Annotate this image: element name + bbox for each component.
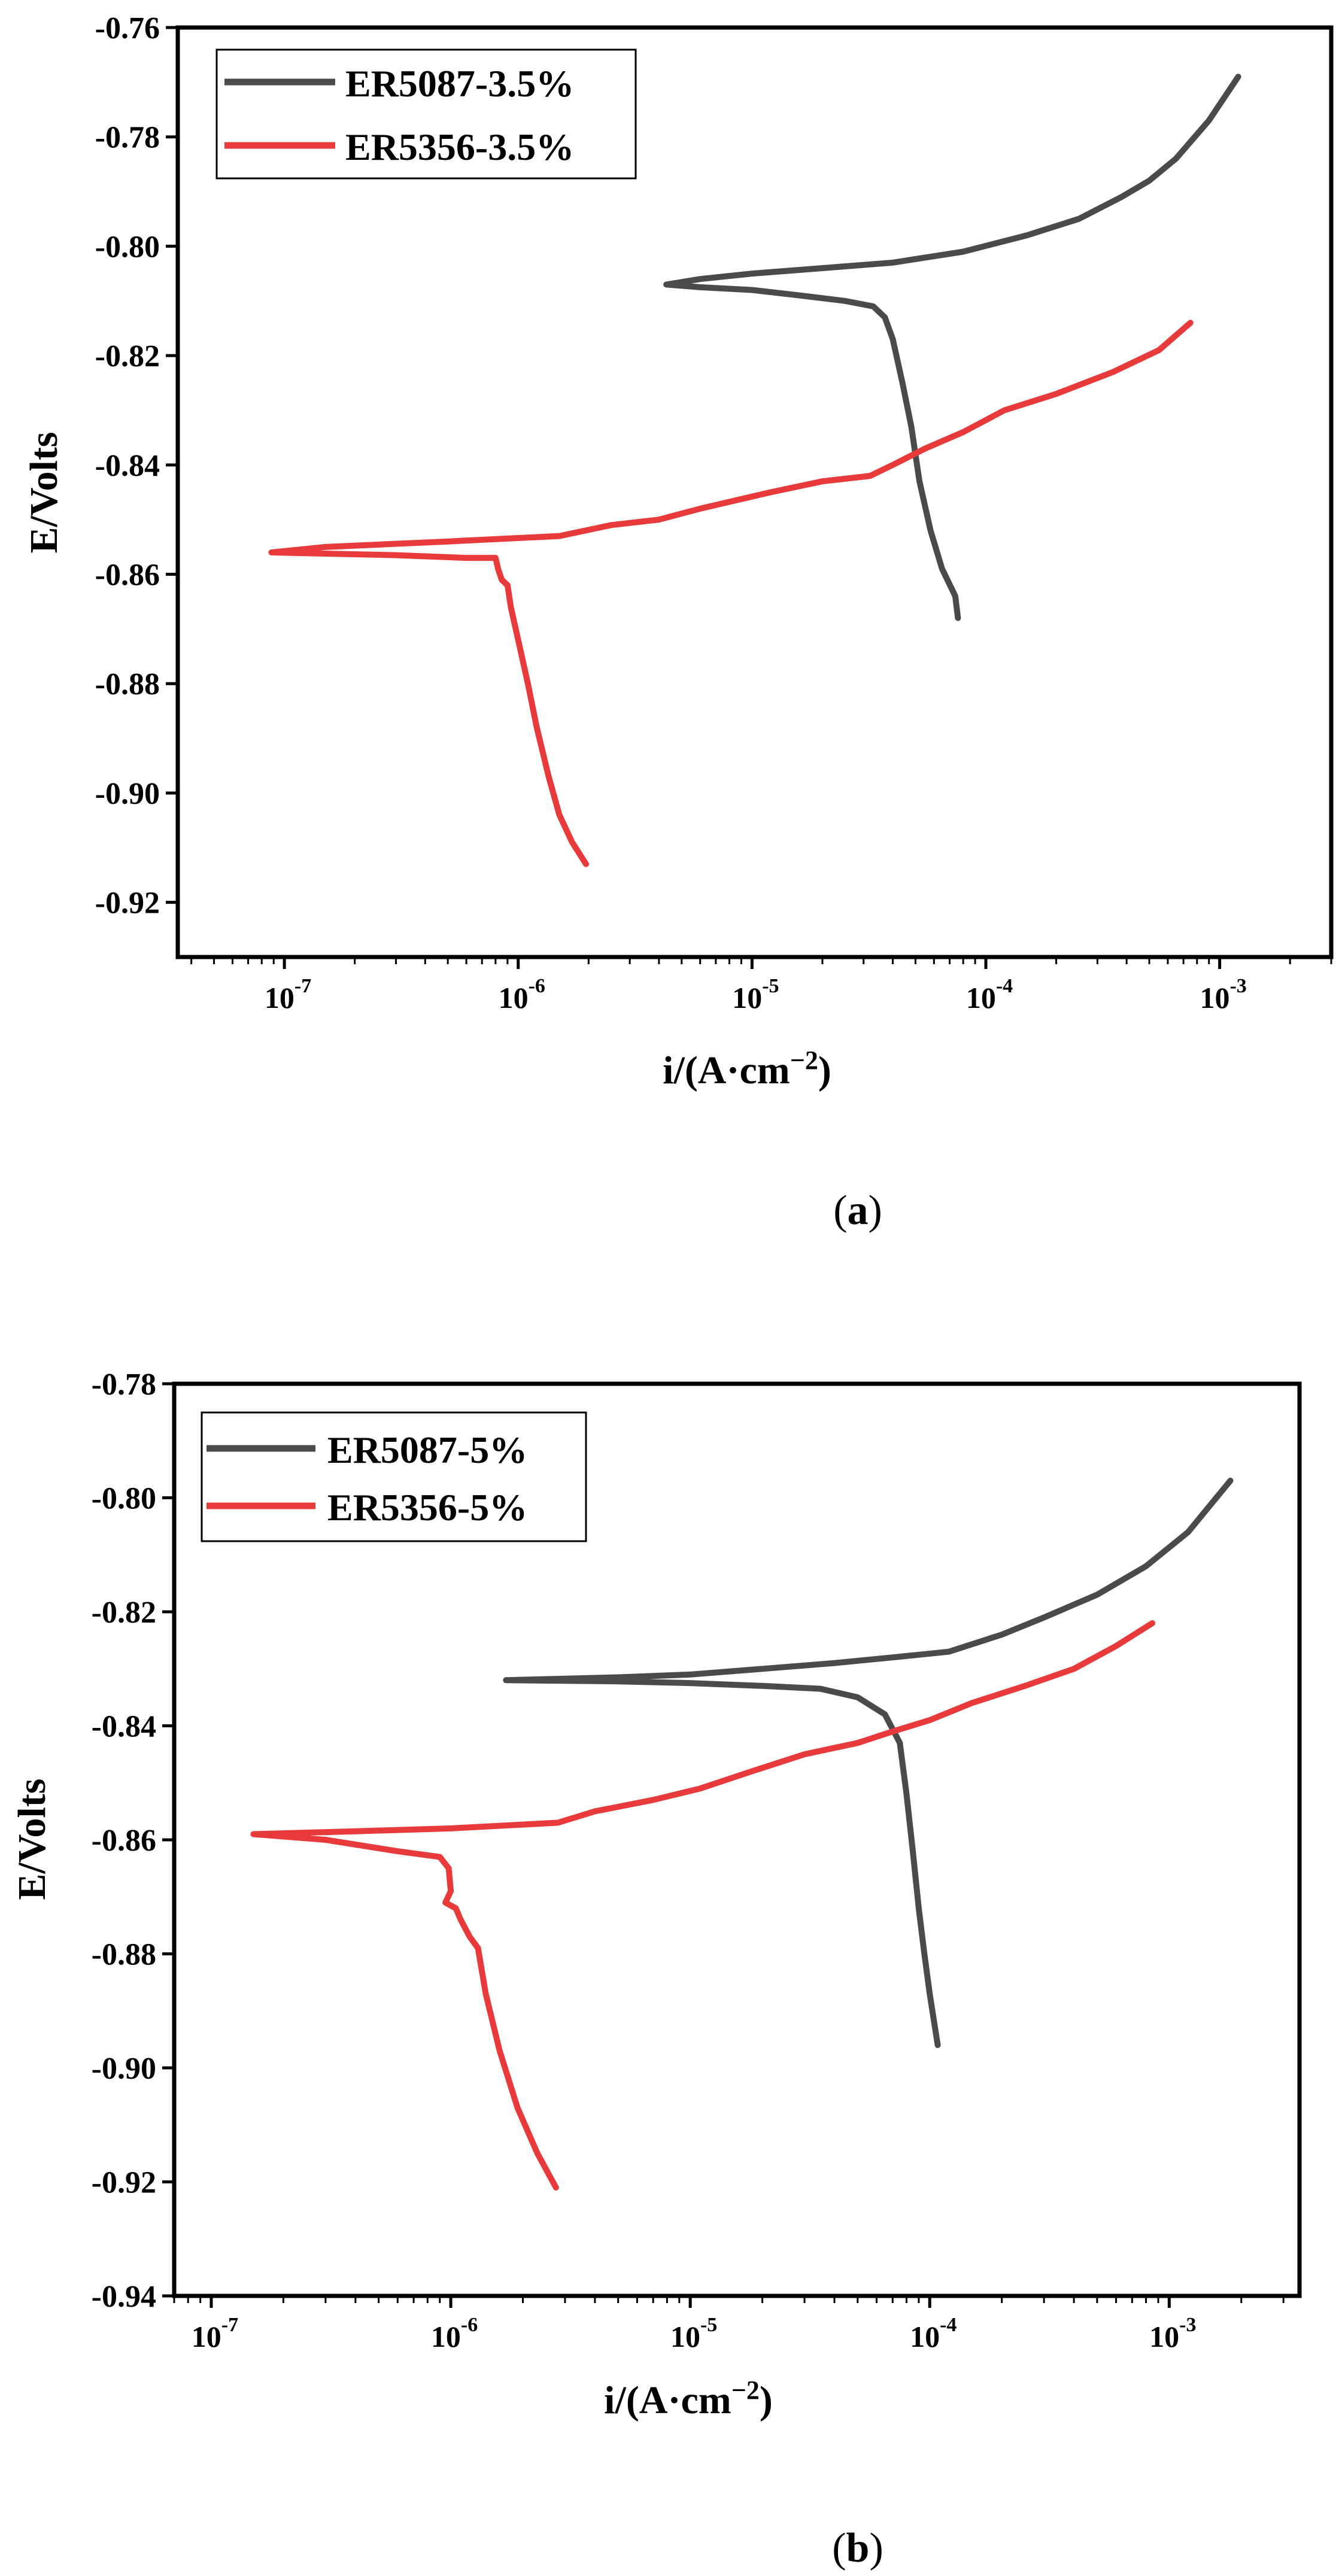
y-tick-label: -0.80 [95, 230, 160, 264]
y-tick-label: -0.76 [95, 11, 160, 45]
series-line-er5087-5- [503, 1477, 1234, 2048]
y-tick-label: -0.84 [95, 449, 160, 483]
y-tick-label: -0.88 [92, 1938, 156, 1972]
x-tick-label: 10-7 [265, 975, 311, 1014]
x-tick-label: 10-3 [1149, 2314, 1196, 2353]
x-tick-label: 10-6 [431, 2314, 478, 2353]
chart-panel-a: -0.76 -0.78 -0.80 -0.82 -0.84 -0.86 -0.88 -0.90… [22, 11, 1334, 1234]
y-tick-label: -0.86 [95, 558, 160, 593]
y-tick-label: -0.90 [92, 2052, 156, 2086]
x-tick-label: 10-6 [499, 975, 545, 1014]
series-line-er5356-3-5- [268, 320, 1194, 867]
chart-panel-b: -0.78 -0.80 -0.82 -0.84 -0.86 -0.88 -0.90 -0.92… [10, 1368, 1302, 2571]
legend-label-er5087: ER5087-5% [327, 1429, 527, 1471]
legend: ER5087-3.5% ER5356-3.5% [215, 48, 637, 180]
panel-label-b: (b) [832, 2525, 883, 2571]
legend-box [215, 48, 637, 180]
y-tick-label: -0.84 [92, 1710, 156, 1744]
panel-label-a: (a) [833, 1187, 882, 1234]
y-tick-label: -0.94 [92, 2280, 156, 2314]
series-line-er5356-5- [250, 1620, 1156, 2191]
plot-frame [172, 1381, 1302, 2298]
y-tick-label: -0.80 [92, 1482, 156, 1516]
x-tick-label: 10-5 [732, 975, 779, 1014]
y-tick-label: -0.86 [92, 1824, 156, 1858]
y-tick-label: -0.92 [92, 2166, 156, 2200]
x-tick-label: 10-5 [670, 2314, 717, 2353]
y-axis-title: E/Volts [10, 1779, 54, 1900]
y-tick-label: -0.82 [95, 339, 160, 373]
x-tick-label: 10-3 [1200, 975, 1246, 1014]
y-tick-label: -0.92 [95, 886, 160, 921]
y-axis-title: E/Volts [22, 432, 66, 554]
series-line-er5087-3-5- [663, 74, 1241, 621]
y-tick-label: -0.82 [92, 1596, 156, 1630]
plot-frame [175, 25, 1334, 959]
x-tick-label: 10-4 [966, 975, 1013, 1014]
y-tick-label: -0.90 [95, 777, 160, 811]
legend-label-er5356: ER5356-3.5% [345, 126, 574, 168]
y-tick-label: -0.88 [95, 667, 160, 701]
legend: ER5087-5% ER5356-5% [201, 1411, 587, 1542]
legend-label-er5087: ER5087-3.5% [345, 62, 574, 105]
y-tick-label: -0.78 [92, 1368, 156, 1402]
legend-box [201, 1411, 587, 1542]
legend-label-er5356: ER5356-5% [327, 1486, 527, 1529]
y-tick-label: -0.78 [95, 121, 160, 155]
x-tick-label: 10-4 [910, 2314, 957, 2353]
x-tick-label: 10-7 [192, 2314, 238, 2353]
